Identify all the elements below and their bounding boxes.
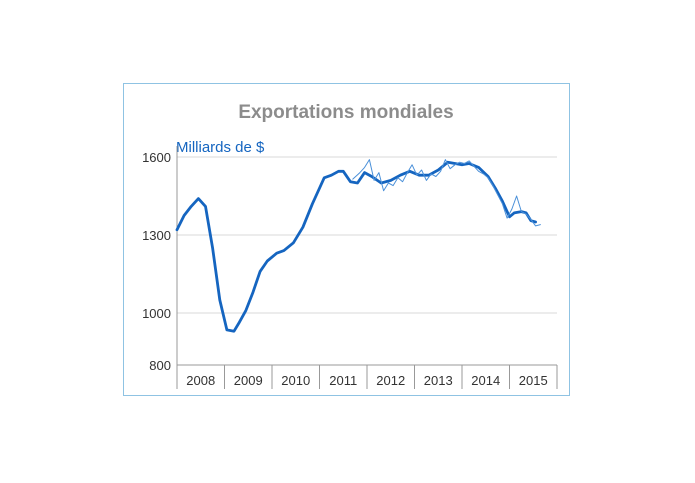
series-line-smoothed — [175, 160, 538, 333]
y-tick-label-1300: 1300 — [142, 228, 171, 243]
x-tick-label-2011: 2011 — [329, 373, 357, 388]
x-tick-label-2008: 2008 — [186, 373, 215, 388]
x-tick-label-2009: 2009 — [234, 373, 263, 388]
series-line-monthly — [352, 159, 541, 227]
x-tick-label-2013: 2013 — [424, 373, 453, 388]
x-tick-label-2010: 2010 — [281, 373, 310, 388]
y-tick-label-1600: 1600 — [142, 150, 171, 165]
chart-title: Exportations mondiales — [238, 102, 453, 123]
x-tick-label-2012: 2012 — [376, 373, 405, 388]
gridlines — [176, 146, 558, 389]
y-tick-label-1000: 1000 — [142, 306, 171, 321]
axis-ticks: 800 1000 1300 1600 2008 2009 2010 2011 2012 2013 2… — [142, 150, 548, 388]
y-tick-label-800: 800 — [149, 358, 171, 373]
chart-svg: Exportations mondiales Milliards de $ 80… — [142, 102, 558, 389]
chart-frame: Exportations mondiales Milliards de $ 80… — [123, 83, 570, 396]
y-axis-unit-label: Milliards de $ — [176, 139, 265, 156]
x-tick-label-2015: 2015 — [519, 373, 548, 388]
x-tick-label-2014: 2014 — [471, 373, 500, 388]
series-layer — [175, 159, 541, 333]
